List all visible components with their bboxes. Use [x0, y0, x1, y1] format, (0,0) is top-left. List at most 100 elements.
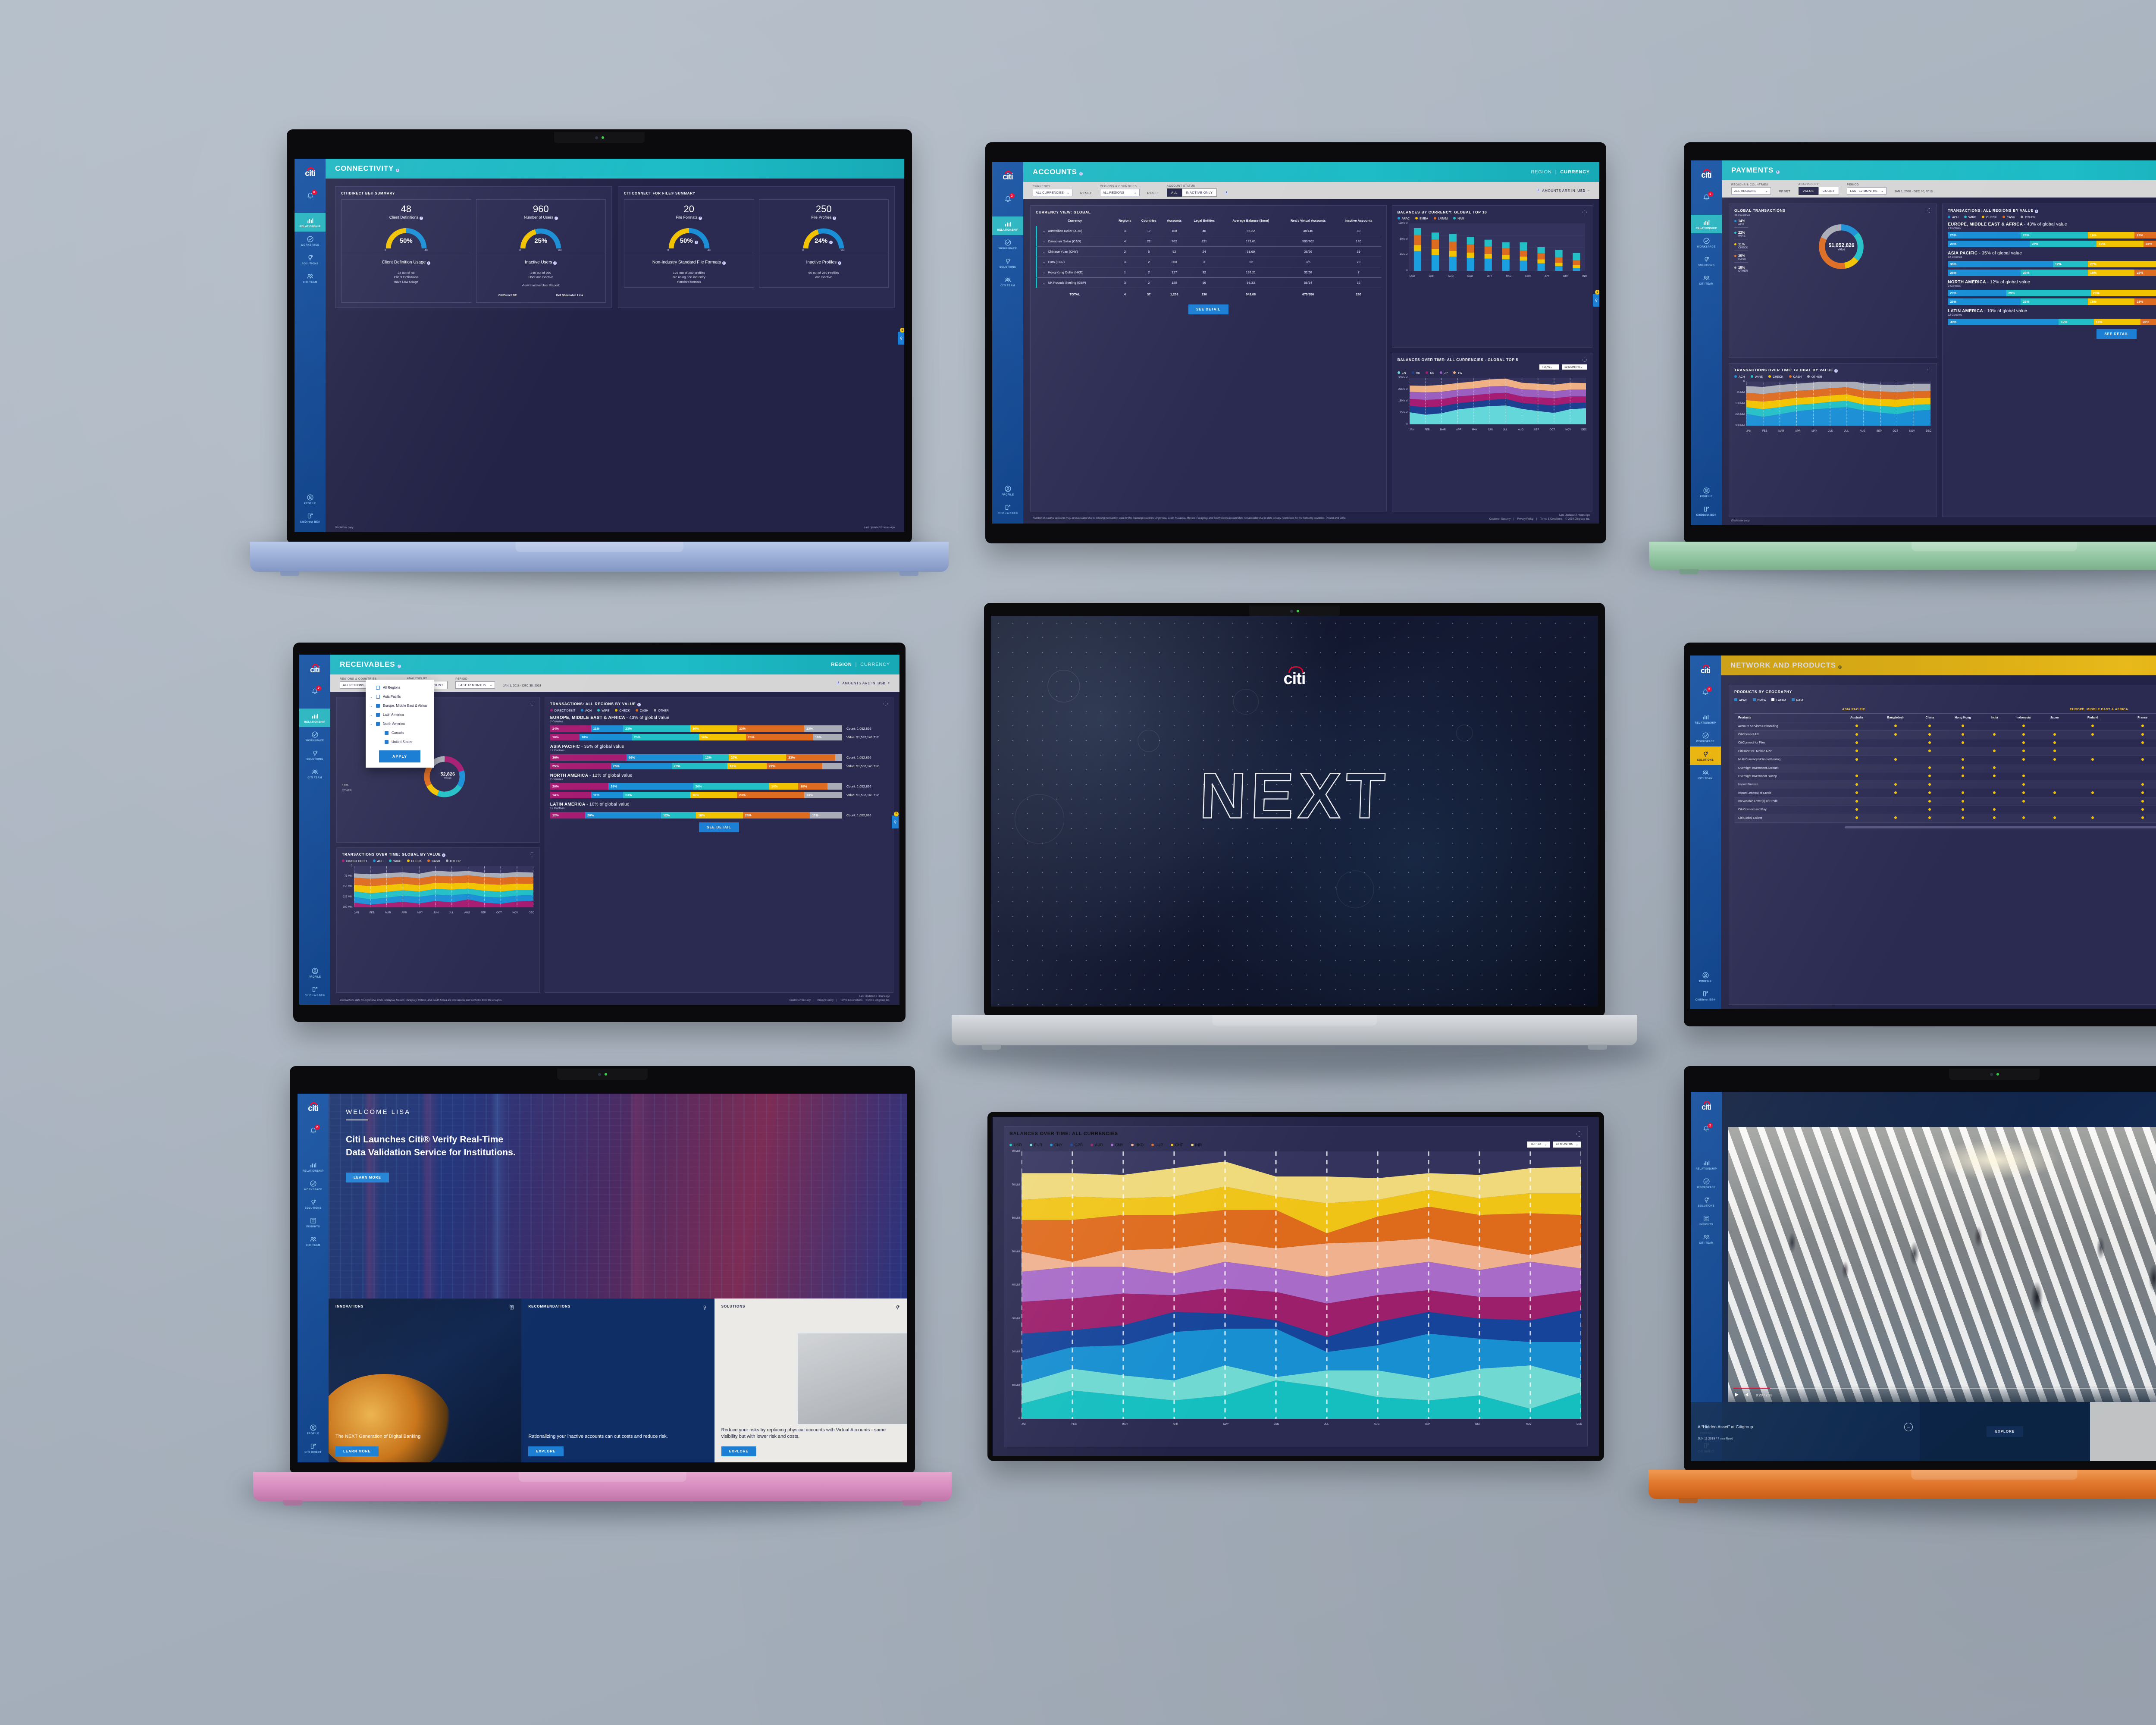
- link-get-shareable[interactable]: Get Shareable Link: [556, 294, 583, 298]
- dropdown-option[interactable]: Canada: [366, 728, 434, 737]
- info-icon[interactable]: i: [722, 261, 726, 265]
- link-terms[interactable]: Terms & Conditions: [1540, 518, 1563, 521]
- period-filter[interactable]: PERIOD LAST 12 MONTHS ⌄: [455, 677, 495, 689]
- status-option-all[interactable]: ALL: [1167, 188, 1182, 197]
- region-name[interactable]: ASIA PACIFIC - 35% of global value: [550, 744, 624, 749]
- info-icon[interactable]: i: [699, 216, 702, 220]
- expand-icon[interactable]: [1927, 208, 1932, 213]
- sidebar-item-relationship[interactable]: RELATIONSHIP: [298, 1157, 329, 1176]
- citi-logo[interactable]: citi: [1695, 662, 1715, 674]
- chevron-icon[interactable]: ⌄: [370, 713, 373, 717]
- panel-cta-button[interactable]: EXPLORE: [721, 1446, 756, 1456]
- citi-logo[interactable]: citi: [1696, 166, 1716, 179]
- region-currency-toggle[interactable]: REGION | CURRENCY: [831, 662, 890, 667]
- analysis-option-value[interactable]: VALUE: [1798, 187, 1818, 195]
- link-privacy[interactable]: Privacy Policy: [817, 999, 834, 1002]
- top5-select[interactable]: TOP 5⌄: [1539, 364, 1559, 370]
- checkbox[interactable]: [376, 722, 380, 726]
- horizontal-scrollbar[interactable]: [1844, 826, 2156, 828]
- top10-select[interactable]: TOP 10 ⌄: [1527, 1142, 1550, 1148]
- region-name[interactable]: EUROPE, MIDDLE EAST & AFRICA - 43% of gl…: [1948, 222, 2067, 227]
- regions-filter[interactable]: REGIONS & COUNTRIES ALL REGIONS⌄: [1100, 185, 1140, 196]
- hero-learn-more-button[interactable]: LEARN MORE: [346, 1172, 389, 1182]
- sidebar-item-workspace[interactable]: WORKSPACE: [1691, 233, 1722, 252]
- chevron-icon[interactable]: ⌄: [370, 722, 373, 726]
- expand-icon[interactable]: [530, 702, 534, 706]
- dropdown-option[interactable]: ⌄ Europe, Middle East & Africa: [366, 701, 434, 710]
- link-privacy[interactable]: Privacy Policy: [1517, 518, 1533, 521]
- sidebar-item-workspace[interactable]: WORKSPACE: [299, 727, 330, 746]
- checkbox[interactable]: [385, 731, 389, 735]
- sidebar-item-profile[interactable]: PROFILE: [295, 490, 326, 508]
- info-icon[interactable]: i: [694, 241, 698, 244]
- expand-icon[interactable]: [530, 852, 534, 856]
- sidebar-item-relationship[interactable]: RELATIONSHIP: [1691, 1155, 1722, 1174]
- sidebar-item-citidirect[interactable]: CitiDirect BE®: [1691, 502, 1722, 520]
- period-select[interactable]: LAST 12 MONTHS ⌄: [455, 681, 495, 689]
- panel-innovations[interactable]: INNOVATIONS The NEXT Generation of Digit…: [329, 1298, 522, 1462]
- notifications-bell[interactable]: 2: [1702, 687, 1712, 697]
- table-row[interactable]: ⌄ Hong Kong Dollar (HKD) 1 2 127 32 192.21 32/6…: [1036, 267, 1381, 278]
- notifications-bell[interactable]: 2: [311, 686, 321, 696]
- period-select[interactable]: LAST 12 MONTHS ⌄: [1847, 187, 1887, 194]
- sidebar-item-workspace[interactable]: WORKSPACE: [992, 235, 1023, 254]
- toggle-currency[interactable]: CURRENCY: [860, 662, 890, 667]
- notifications-bell[interactable]: 2: [310, 1125, 320, 1136]
- table-row[interactable]: Citi Global Collect: [1734, 814, 2156, 823]
- info-icon[interactable]: i: [1079, 172, 1083, 176]
- sidebar-item-citi-team[interactable]: CITI TEAM: [299, 764, 330, 783]
- table-row[interactable]: ⌄ Euro (EUR) 3 2 300 3.02 3/6 20: [1036, 257, 1381, 267]
- checkbox[interactable]: [376, 686, 380, 690]
- status-segmented-control[interactable]: ALL INACTIVE ONLY: [1167, 188, 1217, 197]
- table-row[interactable]: ⌄ Chinese Yuan (CNY) 2 5 52 24 33.69 26/26 39: [1036, 246, 1381, 257]
- notifications-bell[interactable]: 2: [1703, 1123, 1713, 1134]
- dropdown-option[interactable]: ⌄ Asia Pacific: [366, 692, 434, 701]
- reset-regions-button[interactable]: RESET: [1147, 191, 1159, 195]
- dropdown-option[interactable]: ⌄ Latin America: [366, 710, 434, 719]
- status-option-inactive[interactable]: INACTIVE ONLY: [1181, 188, 1217, 197]
- explore-button[interactable]: EXPLORE: [1986, 1426, 2024, 1437]
- toggle-currency[interactable]: CURRENCY: [1560, 169, 1590, 175]
- region-name[interactable]: NORTH AMERICA - 12% of global value: [550, 773, 633, 778]
- sidebar-item-relationship[interactable]: RELATIONSHIP: [1690, 709, 1721, 728]
- see-detail-button[interactable]: SEE DETAIL: [699, 822, 739, 832]
- notifications-bell[interactable]: 2: [1703, 191, 1713, 203]
- link-customer-security[interactable]: Customer Security: [789, 999, 811, 1002]
- months-select[interactable]: 12 MONTHS⌄: [1562, 364, 1587, 370]
- info-icon[interactable]: i: [829, 241, 833, 244]
- volume-icon[interactable]: [1745, 1392, 1751, 1399]
- dropdown-option[interactable]: ⌄ North America: [366, 719, 434, 728]
- toggle-region[interactable]: REGION: [831, 662, 852, 667]
- sidebar-item-citi-team[interactable]: CITI TEAM: [295, 269, 326, 287]
- expand-icon[interactable]: [1583, 358, 1587, 362]
- sidebar-item-solutions[interactable]: SOLUTIONS: [298, 1195, 329, 1213]
- sidebar-item-relationship[interactable]: RELATIONSHIP: [295, 213, 326, 232]
- panel-solutions[interactable]: SOLUTIONS Reduce your risks by replacing…: [714, 1298, 907, 1462]
- currency-filter[interactable]: CURRENCY ALL CURRENCIES ⌄: [1033, 185, 1072, 196]
- help-lightbulb-button[interactable]: 5: [898, 328, 904, 345]
- region-name[interactable]: NORTH AMERICA - 12% of global value: [1948, 280, 2031, 285]
- regions-filter[interactable]: REGIONS & COUNTRIES ALL REGIONS⌄: [1731, 183, 1771, 194]
- reset-currency-button[interactable]: RESET: [1080, 191, 1092, 195]
- sidebar-item-solutions[interactable]: SOLUTIONS: [1690, 746, 1721, 765]
- info-icon[interactable]: i: [833, 216, 837, 220]
- reset-regions-button[interactable]: RESET: [1779, 189, 1791, 193]
- sidebar-item-citi-direct[interactable]: CITI DIRECT: [298, 1439, 329, 1457]
- period-filter[interactable]: PERIOD LAST 12 MONTHS ⌄: [1847, 183, 1887, 194]
- sidebar-item-solutions[interactable]: SOLUTIONS: [295, 250, 326, 269]
- sidebar-item-profile[interactable]: PROFILE: [299, 963, 330, 982]
- region-currency-toggle[interactable]: REGION | CURRENCY: [1531, 169, 1590, 175]
- sidebar-item-relationship[interactable]: RELATIONSHIP: [299, 709, 330, 727]
- sidebar-item-insights[interactable]: INSIGHTS: [1691, 1211, 1722, 1229]
- sidebar-item-citi-team[interactable]: CITI TEAM: [1691, 270, 1722, 289]
- sidebar-item-relationship[interactable]: RELATIONSHIP: [992, 216, 1023, 235]
- info-icon[interactable]: i: [427, 261, 430, 265]
- sidebar-item-citi-team[interactable]: CITI TEAM: [1691, 1229, 1722, 1248]
- sidebar-item-insights[interactable]: INSIGHTS: [298, 1213, 329, 1232]
- table-row[interactable]: Irrevocable Letter(s) of Credit: [1734, 797, 2156, 806]
- info-icon[interactable]: i: [1776, 170, 1780, 174]
- region-name[interactable]: LATIN AMERICA - 10% of global value: [550, 802, 630, 807]
- see-detail-button[interactable]: SEE DETAIL: [2096, 329, 2137, 339]
- article-card[interactable]: A “Hidden Asset” at Citigroup → JUN 11 2…: [1691, 1402, 1920, 1461]
- sidebar-item-solutions[interactable]: SOLUTIONS: [299, 746, 330, 764]
